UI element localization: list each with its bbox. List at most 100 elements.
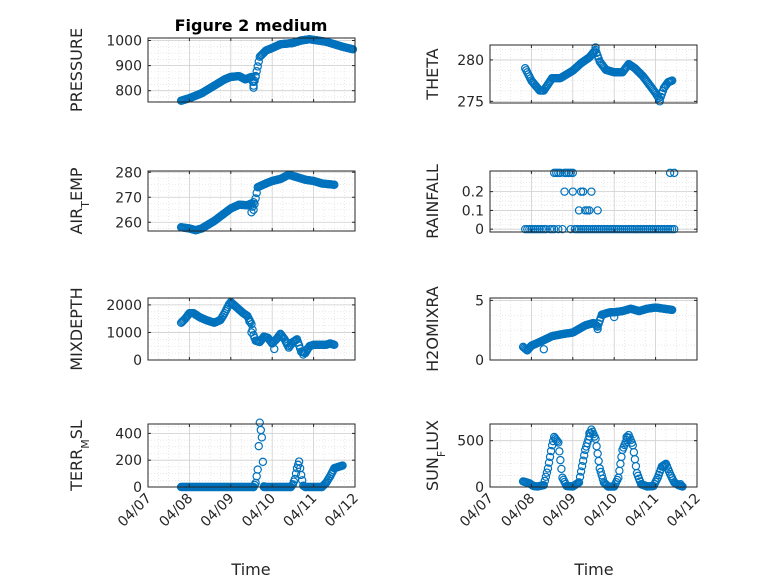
y-tick-label: 0: [133, 480, 142, 496]
data-point: [587, 187, 596, 196]
data-point: [249, 198, 258, 207]
data-point: [560, 187, 569, 196]
axes-frame: [489, 170, 698, 233]
x-tick-label: 04/12: [322, 491, 362, 531]
y-axis-label: PRESSURE: [67, 28, 86, 112]
panel-8: 0 500 SUNFLUX 04/07 04/08 04/09 04/10 04/11 04/1…: [423, 420, 704, 530]
data-point: [566, 224, 575, 234]
x-tick-label: 04/09: [540, 491, 580, 531]
x-tick-label: 04/10: [581, 491, 621, 531]
y-tick-label: 1000: [106, 34, 142, 50]
data-point: [593, 324, 602, 334]
data-point: [296, 470, 306, 480]
x-tick-label: 04/08: [498, 491, 538, 531]
data-point: [544, 458, 554, 467]
data-point: [575, 472, 585, 482]
axes-frame: [147, 297, 356, 361]
data-point: [258, 457, 268, 467]
panel-1: 800 900 1000 PRESSURE: [67, 28, 358, 112]
data-point: [541, 224, 551, 234]
data-point: [555, 447, 564, 456]
panel-3: 260 270 280 AIRTEMP: [67, 165, 356, 235]
data-point: [259, 482, 269, 491]
data-point: [574, 206, 584, 215]
y-axis-label-rest: EMP: [67, 167, 86, 201]
y-tick-label: 0.2: [462, 185, 484, 201]
x-tick-label: 04/08: [156, 491, 196, 531]
y-axis-label: RAINFALL: [423, 164, 442, 239]
panel-2: 275 280 THETA: [423, 43, 698, 110]
y-axis-label: THETA: [423, 48, 442, 100]
x-tick-label: 04/12: [664, 491, 704, 531]
data-point: [665, 168, 675, 178]
data-markers: [518, 303, 677, 355]
data-markers: [176, 170, 339, 235]
y-tick-label: 5: [475, 293, 484, 309]
y-tick-label: 270: [115, 190, 142, 206]
figure-title: Figure 2 medium: [175, 16, 328, 35]
y-tick-label: 500: [457, 434, 484, 450]
y-axis-label-main: THETA: [423, 48, 442, 100]
data-point: [282, 337, 291, 347]
y-tick-label: 0: [133, 353, 142, 369]
y-axis-label-main: MIXDEPTH: [67, 287, 86, 370]
y-axis-label-subscript: M: [79, 439, 92, 449]
data-point: [287, 481, 297, 490]
data-point: [554, 438, 563, 447]
y-axis-label-rest: SL: [67, 420, 86, 439]
data-point: [303, 344, 312, 354]
y-tick-label: 0: [475, 353, 484, 369]
data-point: [585, 429, 594, 438]
y-axis-label: MIXDEPTH: [67, 287, 86, 370]
x-tick-label: 04/07: [457, 491, 497, 531]
x-tick-label: 04/10: [239, 491, 279, 531]
y-tick-label: 400: [115, 426, 142, 442]
x-tick-label: 04/09: [198, 491, 238, 531]
data-point: [549, 224, 559, 234]
data-point: [291, 469, 301, 478]
data-point: [577, 461, 587, 471]
data-point: [622, 432, 631, 442]
y-axis-label-main: RAINFALL: [423, 164, 442, 239]
data-point: [626, 61, 635, 70]
y-axis-label: TERRMSL: [67, 420, 92, 492]
x-axis-label-right: Time: [573, 560, 613, 579]
data-point: [670, 224, 679, 234]
data-point: [249, 83, 258, 92]
y-tick-label: 275: [457, 94, 484, 110]
data-point: [558, 224, 567, 234]
y-axis-label-main: AIR: [67, 208, 86, 235]
data-point: [253, 62, 262, 71]
y-tick-label: 800: [115, 84, 142, 100]
y-tick-label: 280: [457, 53, 484, 69]
data-point: [539, 480, 549, 490]
y-tick-label: 0: [475, 480, 484, 496]
data-point: [330, 340, 339, 350]
data-point: [254, 57, 263, 66]
y-axis-label: H2OMIXRA: [423, 286, 442, 372]
data-point: [249, 77, 258, 87]
axes-frame: [147, 170, 356, 232]
data-point: [541, 472, 551, 482]
axes-frame: [147, 423, 356, 488]
axes-frame: [489, 44, 698, 104]
axes-frame: [147, 37, 356, 103]
x-tick-label: 04/07: [115, 491, 155, 531]
data-point: [610, 312, 619, 322]
data-point: [556, 455, 565, 465]
data-point: [253, 465, 262, 474]
data-point: [257, 433, 267, 442]
y-axis-label-main: H2OMIXRA: [423, 286, 442, 372]
data-point: [330, 180, 339, 189]
data-point: [338, 461, 347, 470]
data-point: [676, 480, 685, 489]
data-point: [245, 317, 254, 326]
data-point: [247, 328, 256, 337]
x-tick-label: 04/11: [623, 491, 663, 531]
data-point: [670, 168, 679, 178]
data-point: [348, 45, 358, 54]
panel-4: 0 0.1 0.2 RAINFALL: [423, 164, 698, 239]
y-tick-label: 2000: [106, 298, 142, 314]
data-point: [251, 72, 260, 82]
